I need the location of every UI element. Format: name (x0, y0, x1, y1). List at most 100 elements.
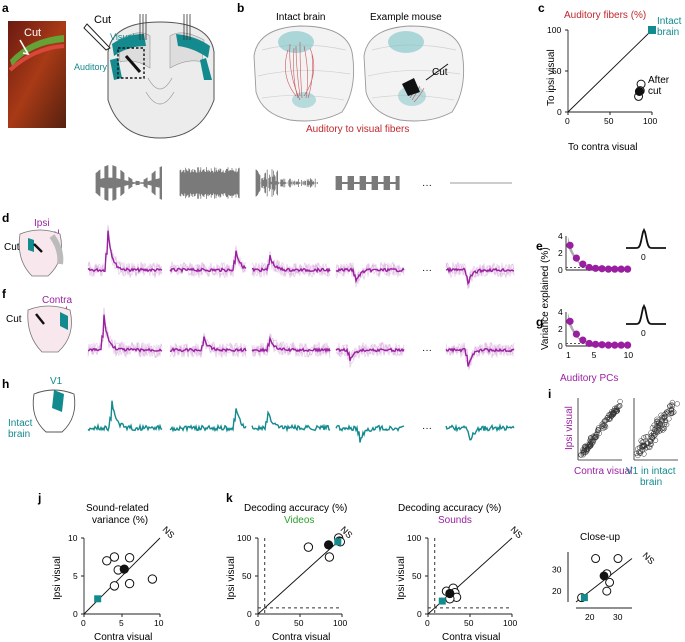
after-cut-mean-point (634, 87, 644, 96)
scatter-point (617, 398, 623, 405)
trace-rows: ··· ··· ··· (87, 224, 515, 443)
pc-point (611, 265, 619, 273)
y-tick-label: 10 (68, 533, 78, 543)
scatter-point (637, 450, 643, 456)
y-tick-label: 50 (242, 571, 252, 581)
panel-i-xlabel-1: Contra visual (574, 466, 632, 477)
pc-point (579, 260, 587, 268)
scatter-point (647, 441, 654, 447)
y-tick-label: 0 (247, 609, 252, 619)
y-tick-label: 2 (558, 324, 563, 334)
panel-i-letter: i (548, 387, 551, 401)
y-tick-label: 50 (412, 571, 422, 581)
scatter-point (647, 444, 653, 451)
session-point (303, 542, 314, 552)
y-axis-label: Ipsi visual (52, 556, 63, 600)
pc-point (598, 265, 606, 273)
scatter-point (588, 442, 594, 448)
scatter-point (666, 403, 673, 409)
x-tick-label: 10 (154, 618, 164, 628)
y-tick-label: 4 (558, 307, 563, 317)
mean-point (119, 564, 129, 574)
panel-e-letter: e (536, 239, 543, 253)
session-point (109, 552, 120, 562)
scatter-point (660, 425, 666, 431)
sound-waveforms: ··· (95, 165, 512, 201)
trial-trace (87, 233, 163, 278)
y-tick-label: 0 (73, 609, 78, 619)
unity-line (257, 537, 343, 615)
y-tick-label: 100 (407, 533, 421, 543)
histology-green-band (10, 35, 64, 66)
panel-f-cut: Cut (6, 314, 22, 325)
scatter-point (662, 417, 669, 424)
ns-label: NS (509, 524, 525, 540)
scatter-point (654, 418, 660, 424)
x-tick-label: 5 (119, 618, 124, 628)
panel-h-letter: h (2, 377, 9, 391)
trial-trace (169, 335, 247, 358)
y-tick-label: 100 (237, 533, 251, 543)
session-point (124, 553, 135, 563)
panel-d-letter: d (2, 211, 9, 225)
x-tick-label: 1 (566, 350, 571, 360)
ns-label: NS (641, 550, 657, 566)
closeup-point (605, 577, 615, 587)
cut-region-box (117, 47, 145, 79)
right-visual-cortex-teal (176, 34, 210, 58)
contra-visual-trace (335, 347, 405, 361)
trial-trace (251, 337, 331, 358)
panel-c-xlabel: To contra visual (568, 142, 637, 153)
closeup-x-tick-label: 30 (613, 612, 623, 622)
hemisphere-schematic-d (18, 229, 64, 277)
ellipsis-label: ··· (422, 345, 432, 356)
pc-point (604, 341, 613, 349)
subcortical-outline (145, 77, 175, 105)
contra-visual-trace (169, 336, 247, 353)
scalpel-cut-label: Cut (94, 14, 111, 26)
scatter-point (639, 443, 645, 449)
closeup-title: Close-up (580, 532, 620, 543)
x-tick-label: 0 (425, 618, 430, 628)
example-cut-label: Cut (432, 67, 448, 78)
scatter-point (602, 424, 609, 430)
ipsi-visual-trace (169, 250, 247, 274)
left-visual-cortex-teal (112, 34, 146, 56)
y-tick-label: 0 (558, 341, 563, 351)
left-auditory-teal (110, 58, 122, 80)
panels-e-g: e g Variance explained (%) Auditory PCs … (536, 227, 666, 384)
closeup-point (613, 554, 623, 564)
x-tick-label: 50 (294, 618, 304, 628)
pc-point (566, 317, 574, 325)
scatter-point (669, 403, 676, 409)
panels-j-k: j Sound-related variance (%) k Decoding a… (37, 491, 657, 642)
scatter-point (649, 425, 656, 431)
pc-point (579, 336, 587, 344)
intact-v1-trace (335, 424, 405, 443)
sound-waveform (95, 165, 162, 201)
sound-waveform (335, 176, 400, 190)
pc-point (617, 341, 625, 349)
trial-trace (251, 333, 331, 358)
panel-c-letter: c (538, 1, 545, 15)
scatter-point (602, 422, 608, 429)
scatter-point (641, 442, 647, 448)
x-axis-label: Contra visual (442, 632, 500, 642)
trial-trace (445, 261, 515, 288)
scatter-point (667, 403, 673, 409)
intact-brain-title: Intact brain (276, 12, 325, 23)
closeup-mean-point (599, 571, 609, 581)
session-point (124, 578, 135, 589)
scatter-point (592, 432, 599, 438)
panel-k-letter: k (226, 491, 233, 505)
scatter-point (661, 414, 667, 420)
scatter-point (641, 451, 647, 457)
variance-explained-ylabel: Variance explained (%) (540, 247, 551, 350)
panel-k-title-sounds: Decoding accuracy (%) (398, 503, 501, 514)
intact-v1-trace (251, 410, 331, 433)
trial-trace (87, 226, 163, 278)
scatter-point (590, 437, 596, 444)
trial-trace (87, 307, 163, 358)
v1-label: V1 (50, 376, 63, 387)
scatter-point (674, 401, 680, 407)
